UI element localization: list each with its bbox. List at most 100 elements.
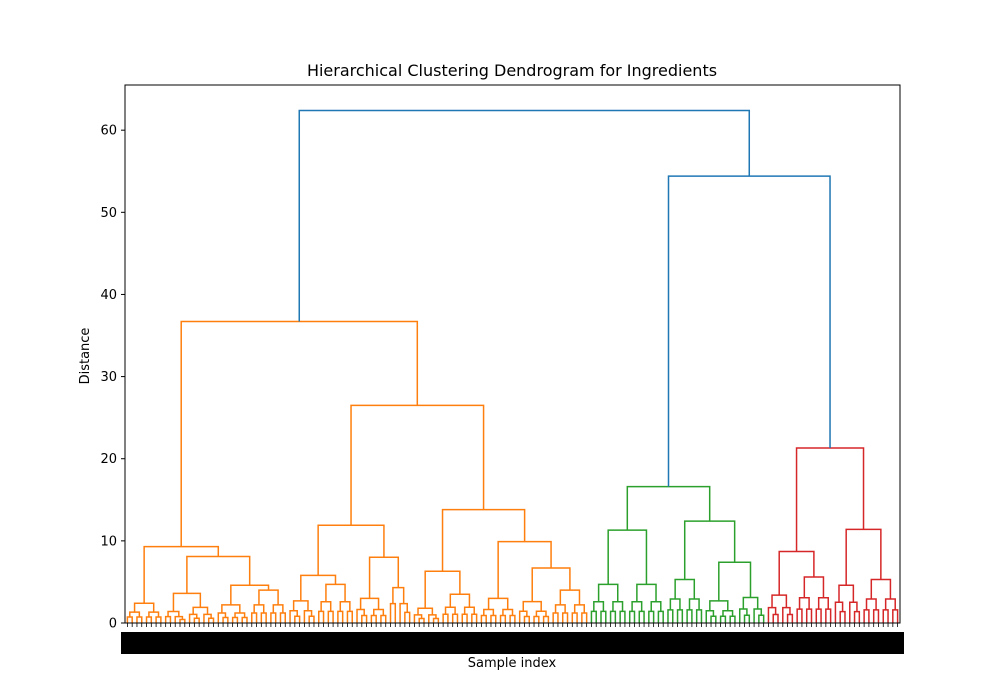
merge-link xyxy=(186,555,251,594)
leaf-merge-link xyxy=(535,610,547,617)
root-merge-link xyxy=(298,109,751,322)
leaf-merge-link xyxy=(573,604,586,614)
leaf-merge-link xyxy=(743,614,751,623)
leaf-merge-link xyxy=(805,608,813,623)
leaf-merge-link xyxy=(786,613,794,623)
leaf-merge-link xyxy=(722,610,734,617)
leaf-merge-link xyxy=(221,604,241,614)
leaf-merge-link xyxy=(782,606,791,623)
leaf-merge-link xyxy=(399,602,408,623)
merge-link xyxy=(718,561,752,601)
leaf-merge-link xyxy=(164,615,172,623)
leaf-merge-link xyxy=(207,617,215,623)
leaf-merge-link xyxy=(179,618,186,623)
leaf-merge-link xyxy=(533,615,540,623)
dendrogram-links xyxy=(126,109,899,623)
merge-link xyxy=(180,320,419,547)
merge-link xyxy=(230,584,270,605)
merge-link xyxy=(531,567,571,602)
merge-link xyxy=(667,175,831,487)
leaf-merge-link xyxy=(817,596,829,610)
merge-link xyxy=(172,592,202,612)
leaf-merge-link xyxy=(320,601,332,612)
leaf-merge-link xyxy=(136,616,143,623)
leaf-merge-link xyxy=(657,610,664,623)
leaf-labels-overlap xyxy=(121,632,904,654)
merge-link xyxy=(424,570,461,609)
leaf-merge-link xyxy=(292,600,309,611)
leaf-merge-link xyxy=(361,614,368,623)
leaf-merge-link xyxy=(872,609,880,623)
leaf-merge-link xyxy=(499,614,507,623)
leaf-merge-link xyxy=(432,617,440,623)
leaf-merge-link xyxy=(571,612,578,623)
y-tick-label: 20 xyxy=(100,452,117,467)
leaf-merge-link xyxy=(251,612,258,623)
leaf-merge-link xyxy=(270,612,277,623)
leaf-merge-link xyxy=(509,614,516,623)
leaf-merge-link xyxy=(339,601,351,612)
leaf-merge-link xyxy=(337,610,344,623)
leaf-merge-link xyxy=(669,598,681,610)
chart-title: Hierarchical Clustering Dendrogram for I… xyxy=(307,61,717,80)
merge-link xyxy=(143,545,220,604)
leaf-merge-link xyxy=(133,602,155,613)
leaf-merge-link xyxy=(815,608,822,623)
leaf-merge-link xyxy=(667,609,674,623)
leaf-merge-link xyxy=(742,596,759,609)
leaf-merge-link xyxy=(522,600,542,612)
merge-link xyxy=(441,508,526,572)
merge-link xyxy=(795,447,865,552)
leaf-merge-link xyxy=(581,612,588,623)
x-axis-label: Sample index xyxy=(468,656,557,671)
leaf-merge-link xyxy=(798,596,810,610)
leaf-merge-link xyxy=(552,612,559,623)
leaf-merge-link xyxy=(418,617,425,623)
leaf-merge-link xyxy=(834,601,844,623)
leaf-merge-link xyxy=(609,610,617,623)
y-tick-label: 10 xyxy=(100,534,117,549)
leaf-merge-link xyxy=(892,609,899,623)
leaf-merge-link xyxy=(688,598,700,610)
y-axis-ticks: 0 10 20 30 40 50 60 xyxy=(100,124,125,632)
leaf-merge-link xyxy=(523,615,530,623)
leaf-merge-link xyxy=(612,601,624,612)
leaf-merge-link xyxy=(404,611,411,623)
leaf-merge-link xyxy=(308,615,315,623)
leaf-merge-link xyxy=(444,606,456,615)
leaf-merge-link xyxy=(648,610,655,623)
leaf-merge-link xyxy=(258,589,279,605)
leaf-merge-link xyxy=(471,613,478,623)
leaf-label-band xyxy=(121,632,904,654)
leaf-merge-link xyxy=(636,583,657,602)
leaf-merge-link xyxy=(719,615,727,623)
leaf-merge-link xyxy=(590,610,597,623)
leaf-merge-link xyxy=(167,610,180,617)
merge-link xyxy=(626,485,711,531)
leaf-merge-link xyxy=(729,615,736,623)
leaf-merge-link xyxy=(193,617,200,623)
leaf-merge-link xyxy=(359,597,380,610)
leaf-merge-link xyxy=(487,597,509,610)
leaf-merge-link xyxy=(260,612,267,623)
plot-area-frame xyxy=(124,84,901,624)
leaf-merge-link xyxy=(480,614,487,623)
leaf-merge-link xyxy=(155,616,162,623)
leaf-merge-link xyxy=(674,578,696,600)
merge-link xyxy=(845,528,882,586)
leaf-merge-link xyxy=(554,604,566,614)
leaf-merge-link xyxy=(417,607,434,615)
leaf-merge-link xyxy=(272,604,284,614)
leaf-merge-link xyxy=(192,606,209,615)
leaf-merge-link xyxy=(346,610,353,623)
leaf-tick-marks xyxy=(126,623,899,627)
leaf-merge-link xyxy=(597,583,619,602)
leaf-merge-link xyxy=(838,584,855,603)
leaf-merge-link xyxy=(327,610,334,623)
leaf-merge-link xyxy=(676,609,684,623)
leaf-merge-link xyxy=(392,586,405,604)
leaf-merge-link xyxy=(561,612,569,623)
leaf-merge-link xyxy=(849,601,858,623)
leaf-merge-link xyxy=(710,615,717,623)
leaf-merge-link xyxy=(772,613,779,623)
